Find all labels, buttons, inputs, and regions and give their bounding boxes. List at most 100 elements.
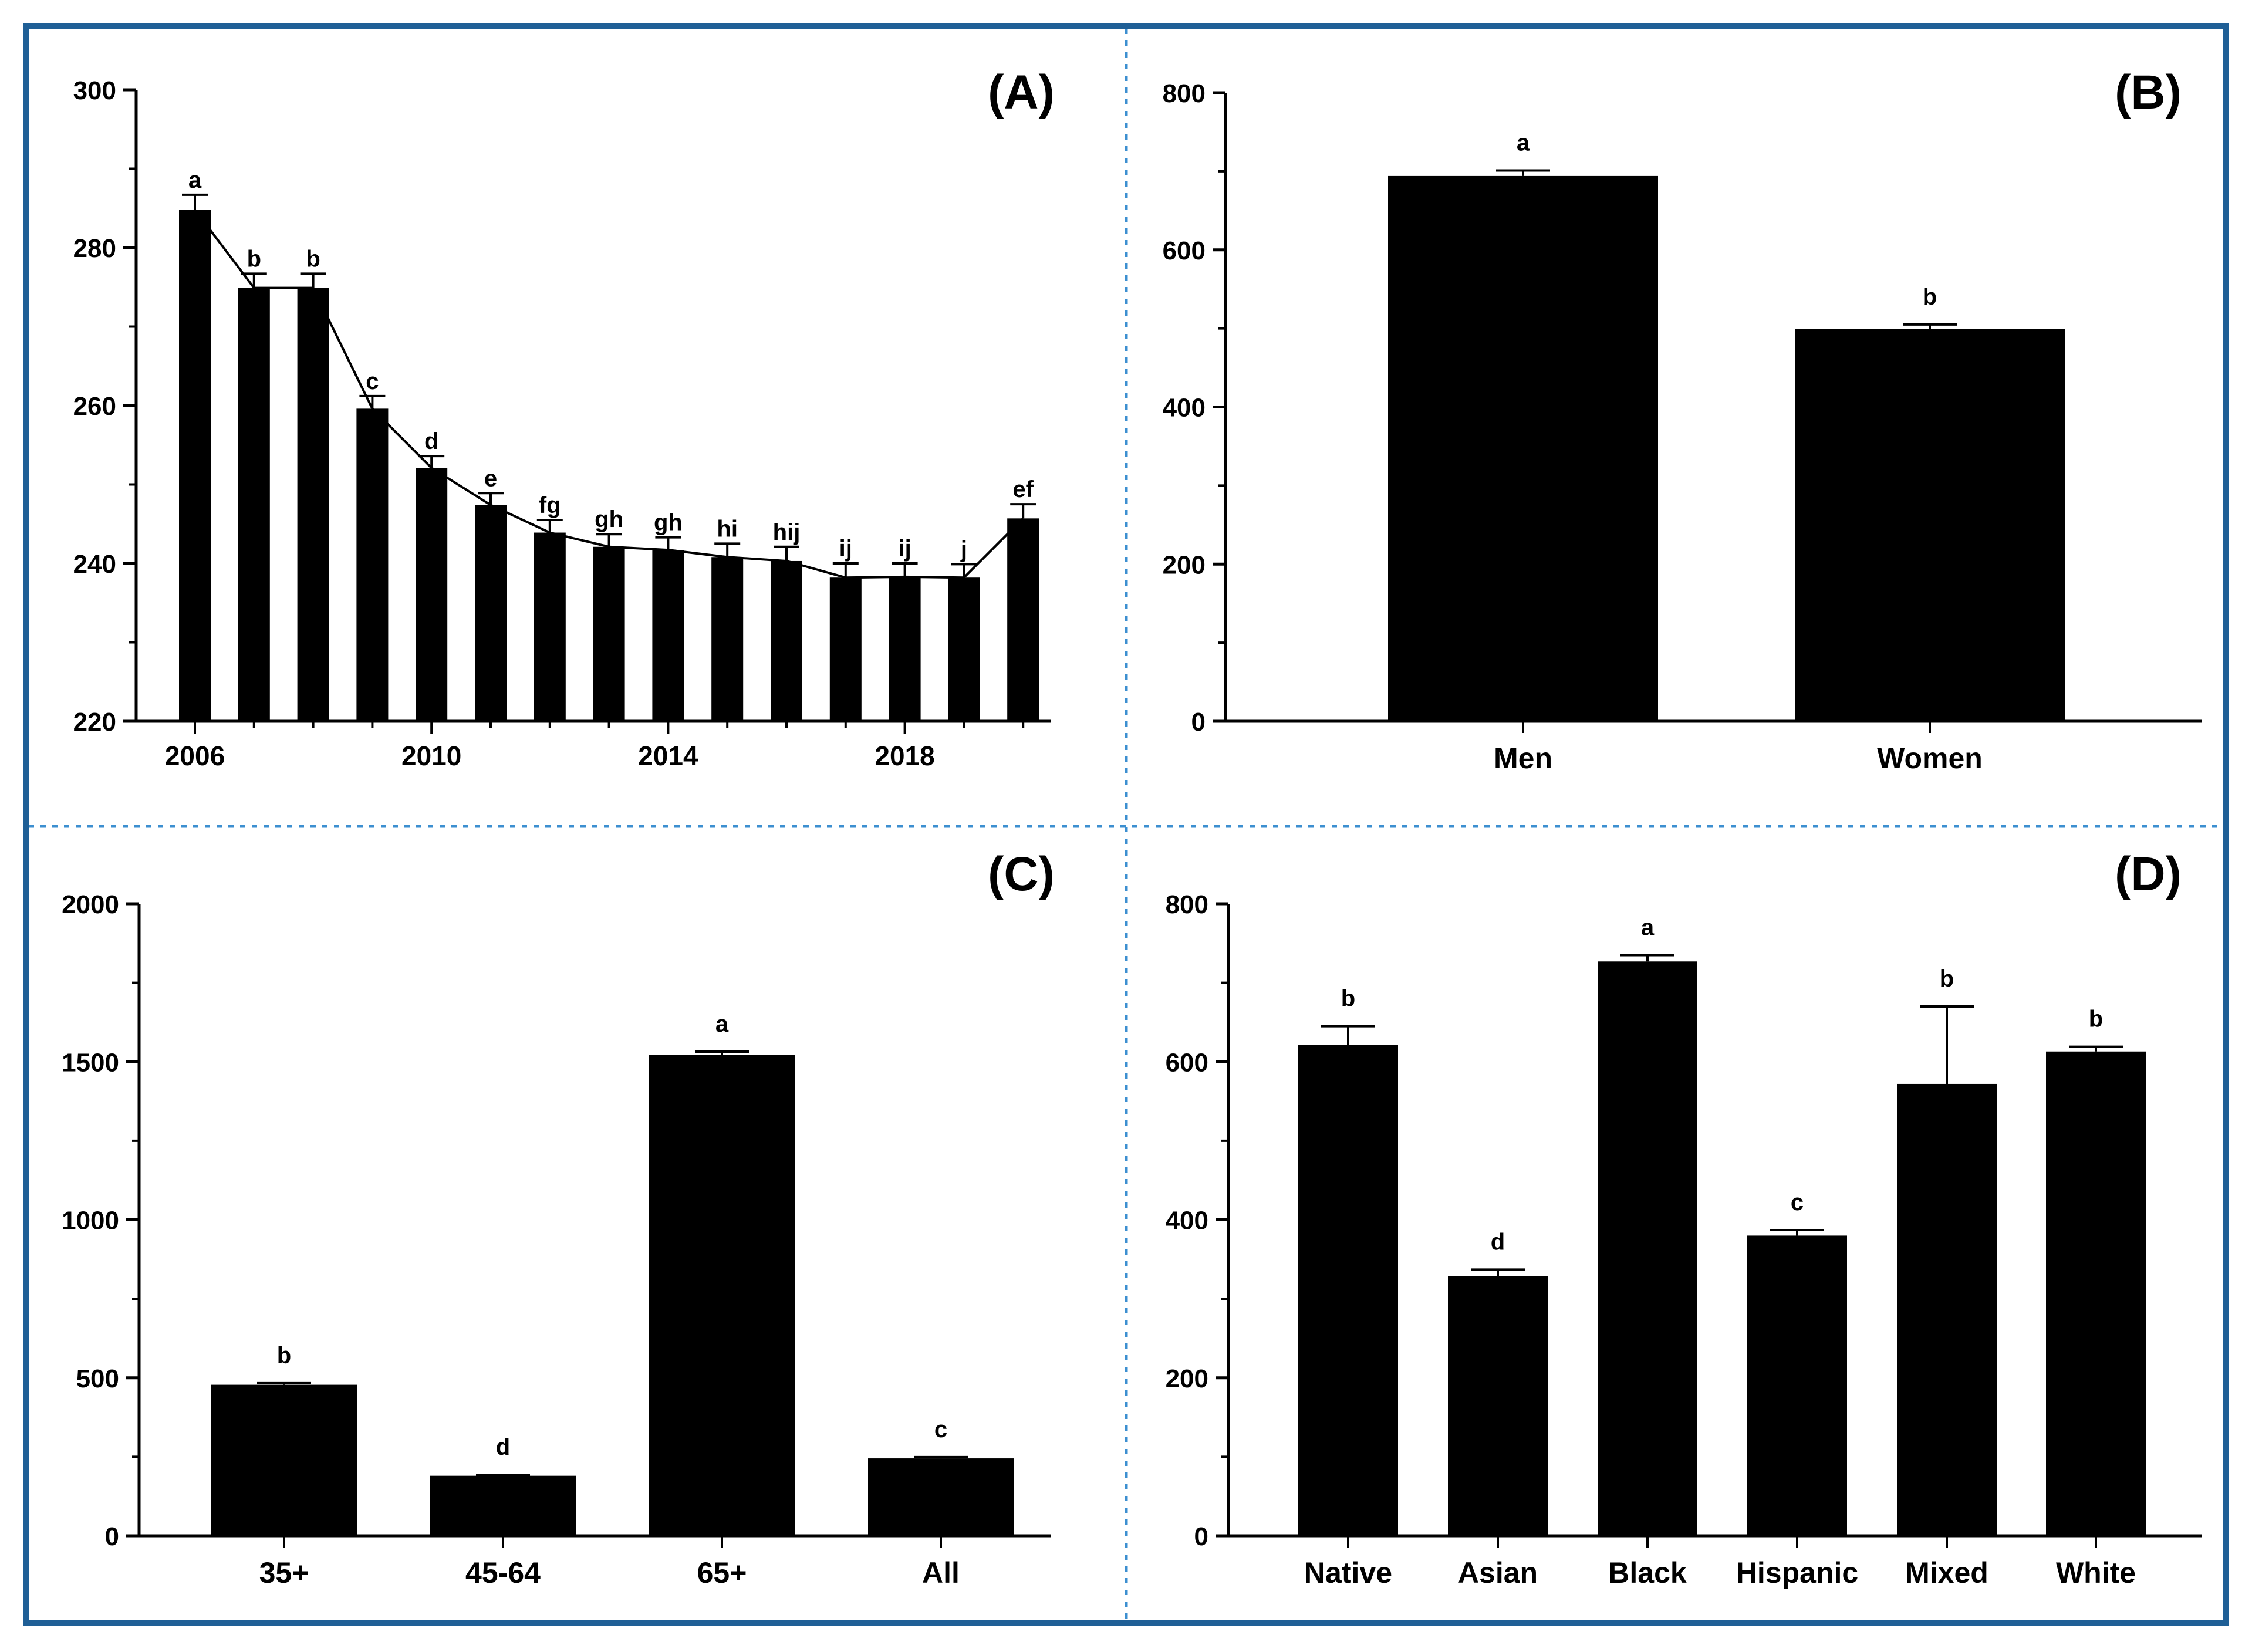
panel-label-d: (D) — [2115, 847, 2182, 901]
y-tick-label: 2000 — [62, 890, 119, 919]
x-category-label: White — [2056, 1556, 2136, 1589]
x-category-label: Asian — [1458, 1556, 1538, 1589]
y-tick-label: 300 — [73, 76, 116, 105]
significance-letter: gh — [595, 506, 623, 532]
significance-letter: b — [1923, 284, 1937, 310]
y-tick-label: 600 — [1166, 1048, 1208, 1077]
y-tick-label: 800 — [1166, 890, 1208, 919]
y-tick-label: 400 — [1163, 394, 1206, 423]
y-tick-label: 200 — [1163, 550, 1206, 579]
panel-label-c: (C) — [988, 847, 1055, 901]
x-category-label: All — [922, 1556, 960, 1589]
panel-c-chart: 0 500 1000 1500 2000 b 35+ d 45-64 a 65+ c All — [62, 890, 1051, 1589]
significance-letter: hi — [717, 516, 738, 542]
y-tick-label: 0 — [1194, 1522, 1208, 1551]
bar — [1448, 1276, 1548, 1536]
bar — [2046, 1051, 2146, 1536]
significance-letter: c — [934, 1417, 947, 1442]
significance-letter: b — [1341, 986, 1355, 1012]
y-tick-label: 200 — [1166, 1364, 1208, 1393]
bar — [652, 550, 684, 721]
y-tick-label: 400 — [1166, 1207, 1208, 1235]
significance-letter: e — [484, 465, 497, 491]
x-category-label: Mixed — [1905, 1556, 1988, 1589]
bar — [430, 1475, 576, 1536]
bar — [868, 1458, 1014, 1536]
x-tick-label: 2006 — [165, 741, 225, 771]
y-tick-label: 500 — [76, 1364, 119, 1393]
x-tick-label: 2018 — [875, 741, 934, 771]
significance-letter: ef — [1012, 477, 1034, 502]
bar — [649, 1055, 795, 1536]
panel-label-b: (B) — [2115, 66, 2182, 119]
x-category-label: Native — [1304, 1556, 1392, 1589]
bar — [889, 576, 921, 721]
significance-letter: c — [1791, 1190, 1804, 1215]
bar — [829, 577, 862, 721]
significance-letter: a — [1641, 915, 1655, 941]
bar — [211, 1384, 357, 1536]
trend-line — [194, 209, 1024, 579]
significance-letter: b — [1940, 966, 1954, 992]
significance-letter: b — [306, 246, 320, 272]
significance-letter: b — [277, 1343, 291, 1369]
y-tick-label: 600 — [1163, 237, 1206, 265]
bar — [179, 210, 211, 721]
panel-a-chart: 220 240 260 280 300 a b b c d e fg gh gh hi hij ij ij j ef 2… — [73, 76, 1051, 771]
x-category-label: Black — [1608, 1556, 1687, 1589]
significance-letter: j — [960, 536, 967, 562]
bar — [1747, 1235, 1847, 1536]
x-tick-label: 2014 — [638, 741, 698, 771]
significance-letter: d — [1491, 1229, 1505, 1255]
panel-b-chart: 0 200 400 600 800 a Men b Women — [1163, 79, 2202, 775]
significance-letter: a — [188, 167, 202, 193]
panel-label-a: (A) — [988, 66, 1055, 119]
bar — [1388, 175, 1658, 722]
significance-letter: c — [366, 369, 379, 394]
x-category-label: 45-64 — [465, 1556, 541, 1589]
significance-letter: ij — [839, 536, 852, 562]
bar — [948, 577, 980, 721]
bar — [1007, 518, 1039, 721]
bar — [1897, 1083, 1997, 1536]
significance-letter: fg — [539, 492, 561, 518]
significance-letter: gh — [654, 510, 683, 536]
outer-frame — [23, 23, 2229, 1626]
y-tick-label: 0 — [105, 1522, 119, 1551]
bar — [416, 468, 448, 721]
y-tick-label: 1000 — [62, 1207, 119, 1235]
bar — [593, 546, 625, 721]
bar — [711, 557, 744, 721]
panel-d-chart: 0 200 400 600 800 b Native d Asian a Black c Hispani… — [1166, 890, 2202, 1589]
significance-letter: ij — [898, 536, 911, 562]
bar — [1598, 961, 1697, 1536]
y-tick-label: 800 — [1163, 79, 1206, 108]
x-category-label: Women — [1877, 742, 1983, 775]
bar — [356, 408, 389, 721]
bar — [1298, 1045, 1398, 1536]
significance-letter: d — [424, 428, 438, 454]
significance-letter: hij — [773, 519, 801, 545]
y-tick-label: 260 — [73, 392, 116, 421]
bar — [1795, 329, 2065, 721]
x-category-label: 35+ — [259, 1556, 309, 1589]
significance-letter: a — [715, 1011, 729, 1037]
x-category-label: Men — [1494, 742, 1552, 775]
significance-letter: a — [1517, 130, 1530, 156]
y-tick-label: 1500 — [62, 1048, 119, 1077]
significance-letter: b — [247, 246, 261, 272]
y-tick-label: 220 — [73, 708, 116, 737]
significance-letter: d — [496, 1434, 510, 1460]
y-tick-label: 0 — [1191, 708, 1206, 737]
bar — [771, 560, 802, 721]
bar — [534, 532, 566, 721]
bar — [297, 288, 329, 722]
bar — [475, 505, 507, 721]
y-tick-label: 240 — [73, 550, 116, 579]
significance-letter: b — [2089, 1006, 2103, 1032]
x-category-label: 65+ — [697, 1556, 747, 1589]
x-category-label: Hispanic — [1736, 1556, 1858, 1589]
bar — [238, 288, 270, 722]
x-tick-label: 2010 — [401, 741, 461, 771]
